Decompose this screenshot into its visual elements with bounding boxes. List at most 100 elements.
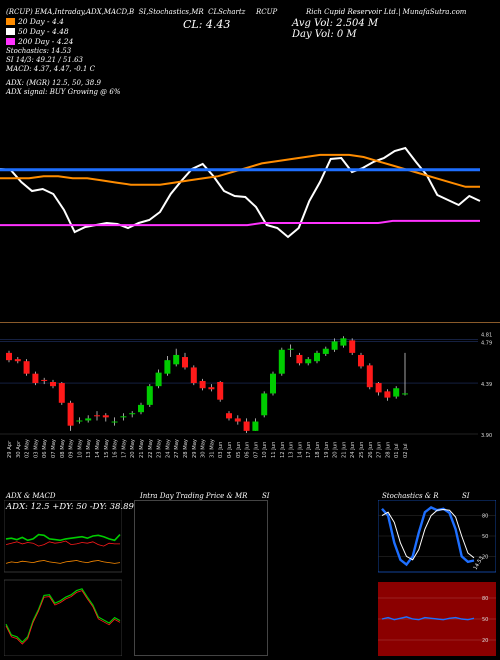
candle-body bbox=[129, 413, 136, 415]
date-label: 30 May bbox=[201, 439, 207, 458]
adx-panel bbox=[4, 500, 122, 656]
date-label: 21 Jun bbox=[341, 442, 347, 458]
candle-body bbox=[375, 383, 382, 393]
date-label: 20 May bbox=[130, 439, 136, 458]
date-label: 29 May bbox=[192, 439, 198, 458]
legend-50-swatch bbox=[6, 28, 15, 35]
header-site: Rich Cupid Reservoir Ltd.| MunafaSutra.c… bbox=[306, 8, 467, 16]
adx-panel-title: ADX & MACD bbox=[6, 492, 56, 500]
stoch-signal-line bbox=[381, 508, 475, 561]
date-label: 02 May bbox=[25, 439, 31, 458]
date-label: 27 May bbox=[174, 439, 180, 458]
candle-body bbox=[287, 348, 294, 350]
date-label: 01 Jul bbox=[394, 443, 400, 458]
candle-body bbox=[402, 393, 408, 395]
date-label: 24 Jun bbox=[350, 442, 356, 458]
candle-body bbox=[111, 421, 118, 423]
candle-body bbox=[23, 361, 30, 374]
intraday-panel bbox=[134, 500, 268, 656]
date-label: 12 Jun bbox=[280, 442, 286, 458]
price-line bbox=[0, 146, 481, 239]
legend-200-label: 200 Day - 4.24 bbox=[18, 37, 74, 46]
date-label: 23 May bbox=[157, 439, 163, 458]
candle-body bbox=[6, 352, 12, 361]
date-label: 03 May bbox=[33, 439, 39, 458]
date-label: 24 May bbox=[165, 439, 171, 458]
candle-body bbox=[41, 379, 48, 381]
date-label: 17 May bbox=[121, 439, 127, 458]
header-symbol: RCUP bbox=[256, 8, 278, 16]
date-label: 02 Jul bbox=[403, 443, 409, 458]
candle-body bbox=[76, 420, 83, 422]
legend-200-swatch bbox=[6, 38, 15, 45]
date-label: 27 Jun bbox=[377, 442, 383, 458]
candle-body bbox=[182, 357, 188, 368]
si-tick: 50 bbox=[482, 617, 488, 623]
date-label: 15 May bbox=[104, 439, 110, 458]
date-label: 04 Jun bbox=[227, 442, 233, 458]
si-line bbox=[381, 616, 475, 621]
candle-body bbox=[296, 354, 303, 364]
legend-20-swatch bbox=[6, 18, 15, 25]
stat-macd: MACD: 4.37, 4.47, -0.1 C bbox=[6, 65, 95, 73]
legend-50-day: 50 Day - 4.48 bbox=[6, 27, 69, 36]
date-label: 13 May bbox=[86, 439, 92, 458]
date-label: 31 May bbox=[209, 439, 215, 458]
candle-body bbox=[164, 360, 171, 374]
date-label: 28 May bbox=[183, 439, 189, 458]
candle-body bbox=[270, 373, 276, 394]
date-label: 21 May bbox=[139, 439, 145, 458]
adx-line: ADX: (MGR) 12.5, 50, 38.9 bbox=[6, 79, 101, 87]
adx-value-line bbox=[5, 560, 121, 564]
date-label: 05 Jun bbox=[236, 442, 242, 458]
minus-dy-line bbox=[5, 540, 120, 547]
intraday-title: Intra Day Trading Price & MR bbox=[140, 492, 248, 500]
ema-200-line bbox=[0, 219, 480, 227]
candle-body bbox=[67, 402, 74, 426]
candle-body bbox=[217, 382, 224, 400]
candle-body bbox=[226, 413, 232, 419]
header-line: (RCUP) EMA,Intraday,ADX,MACD,B SI,Stocha… bbox=[6, 8, 246, 16]
stoch-tick: 20 bbox=[482, 554, 488, 560]
date-label: 16 May bbox=[113, 439, 119, 458]
candle-body bbox=[243, 421, 250, 431]
date-label: 06 Jun bbox=[245, 442, 251, 458]
date-label: 25 Jun bbox=[359, 442, 365, 458]
intraday-si-title: SI bbox=[262, 492, 270, 500]
adx-box-label: ADX: 12.5 +DY: 50 -DY: 38.89 bbox=[6, 502, 134, 512]
date-label: 07 May bbox=[51, 439, 57, 458]
date-label: 08 May bbox=[60, 439, 66, 458]
price-axis-label: 4.79 bbox=[481, 340, 492, 346]
candle-body bbox=[366, 365, 373, 388]
legend-20-day: 20 Day - 4.4 bbox=[6, 17, 64, 26]
si-tick: 80 bbox=[482, 596, 488, 602]
candle-body bbox=[199, 380, 206, 389]
legend-200-day: 200 Day - 4.24 bbox=[6, 37, 73, 46]
candle-body bbox=[155, 372, 162, 387]
date-label: 14 Jun bbox=[297, 442, 303, 458]
candle-body bbox=[314, 352, 320, 362]
stat-stochastics: Stochastics: 14.53 bbox=[6, 47, 72, 55]
legend-50-label: 50 Day - 4.48 bbox=[18, 27, 69, 36]
si-tick: 20 bbox=[482, 638, 488, 644]
price-axis-label: 4.81 bbox=[481, 332, 492, 338]
date-label: 29 Apr bbox=[7, 440, 13, 458]
date-label: 19 Jun bbox=[324, 442, 330, 458]
candle-body bbox=[138, 404, 144, 413]
candle-body bbox=[384, 391, 391, 398]
candle-body bbox=[190, 367, 197, 384]
candle-body bbox=[305, 359, 312, 364]
candle-body bbox=[32, 373, 39, 384]
price-axis-label: 4.39 bbox=[481, 382, 492, 388]
date-label: 10 May bbox=[77, 439, 83, 458]
stoch-tick: 80 bbox=[482, 514, 488, 520]
candle-body bbox=[331, 341, 338, 350]
adx-signal: ADX signal: BUY Growing @ 6% bbox=[6, 88, 121, 96]
date-label: 26 Jun bbox=[368, 442, 374, 458]
candle-body bbox=[102, 415, 109, 418]
date-label: 18 Jun bbox=[315, 442, 321, 458]
date-label: 14 May bbox=[95, 439, 101, 458]
date-label: 07 Jun bbox=[253, 442, 259, 458]
stoch-tick: 50 bbox=[482, 534, 488, 540]
